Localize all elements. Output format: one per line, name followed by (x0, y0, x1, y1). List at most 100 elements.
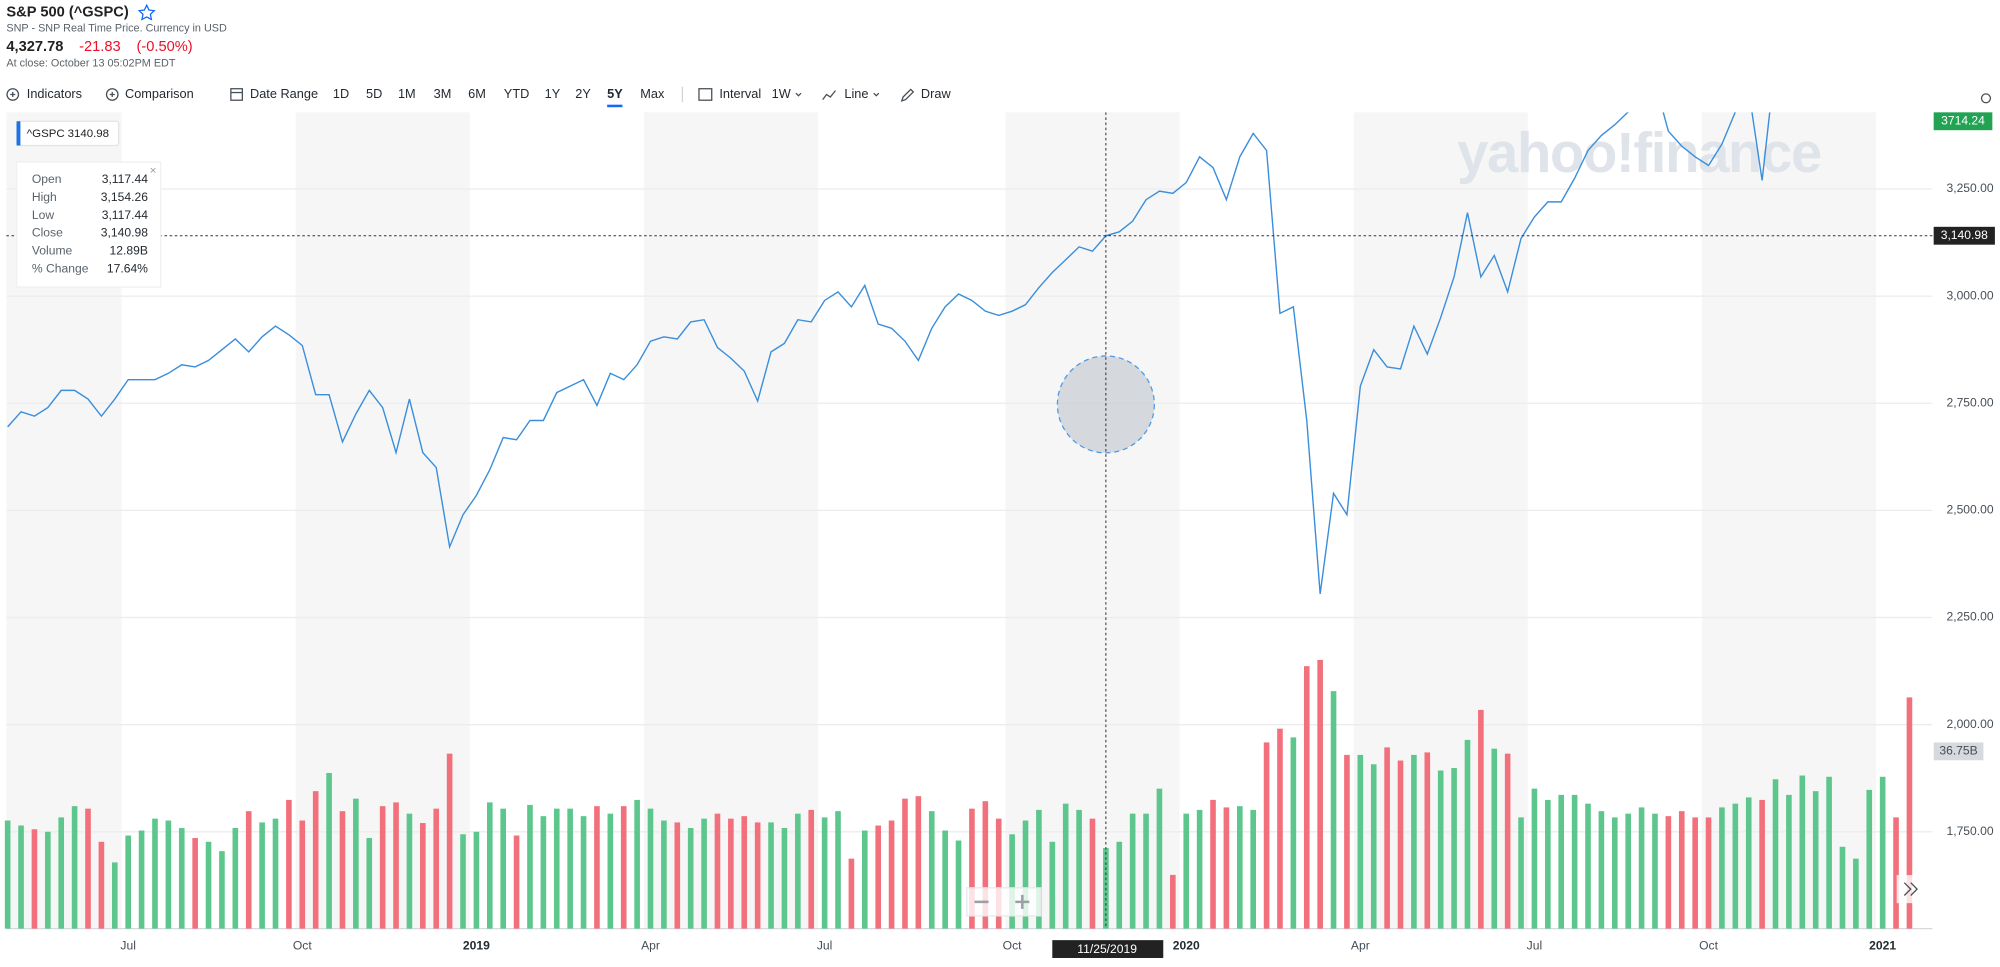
volume-bar (647, 808, 654, 929)
volume-bar (259, 822, 265, 929)
volume-bar (31, 829, 38, 929)
interval-value[interactable]: 1W (772, 86, 791, 101)
volume-bar (1665, 816, 1672, 929)
volume-bar (768, 822, 774, 929)
x-tick-label: Oct (1003, 939, 1022, 953)
volume-bar (1879, 776, 1886, 929)
range-button[interactable]: 1D (333, 86, 349, 101)
interval-icon (698, 88, 713, 101)
range-button[interactable]: 6M (468, 86, 486, 101)
volume-bar (1009, 834, 1015, 929)
volume-bar (1129, 813, 1136, 929)
last-price-label: 3714.24 (1941, 113, 1985, 127)
range-button[interactable]: 2Y (575, 86, 591, 101)
range-active-underline (607, 104, 623, 108)
tooltip-label: Open (32, 172, 62, 186)
volume-bar (1156, 788, 1163, 929)
volume-bar (821, 817, 828, 929)
volume-bar (420, 823, 426, 929)
interval-caret (795, 92, 802, 97)
tooltip-label: Volume (32, 244, 73, 258)
line-icon (822, 90, 836, 100)
y-tick-label: 3,250.00 (1946, 181, 1993, 195)
volume-bar (835, 811, 841, 929)
volume-bar (152, 818, 158, 929)
volume-bar (687, 828, 694, 929)
volume-bar (1893, 817, 1899, 929)
range-button[interactable]: Max (640, 86, 665, 101)
volume-bar (1344, 754, 1350, 929)
volume-bar (620, 806, 627, 929)
volume-bar (1598, 811, 1605, 929)
volume-bar (98, 841, 105, 929)
volume-bar (85, 808, 91, 929)
draw-button[interactable]: Draw (921, 86, 952, 101)
tooltip-value: 12.89B (110, 244, 148, 258)
volume-bar (219, 851, 225, 929)
volume-bar (125, 835, 131, 929)
volume-bar (1545, 799, 1551, 929)
tooltip-value: 17.64% (107, 261, 148, 275)
volume-bar (1089, 818, 1096, 929)
volume-bar (1638, 807, 1645, 929)
volume-bar (1143, 813, 1149, 929)
volume-bar (808, 809, 815, 929)
volume-bar (795, 813, 801, 929)
chart-type-button[interactable]: Line (844, 86, 868, 101)
tooltip-value: 3,117.44 (102, 172, 149, 186)
y-tick-label: 2,500.00 (1946, 503, 1993, 517)
tooltip-close[interactable]: × (150, 165, 157, 177)
volume-bar (1397, 760, 1404, 929)
x-tick-label: 2021 (1869, 939, 1896, 953)
overlay: 3,140.98 11/25/2019 3714.24 36.75B (6, 112, 1995, 958)
volume-bar (272, 818, 279, 929)
settings-icon[interactable] (1980, 93, 1992, 104)
volume-bar (1866, 789, 1873, 929)
range-button[interactable]: 1M (398, 86, 416, 101)
legend-series-value: 3140.98 (68, 128, 109, 140)
date-range-button[interactable]: Date Range (250, 86, 318, 101)
volume-bar (1678, 811, 1685, 929)
range-button[interactable]: 3M (434, 86, 452, 101)
subtitle: SNP - SNP Real Time Price. Currency in U… (6, 23, 227, 35)
y-tick-label: 1,750.00 (1946, 824, 1993, 838)
range-button[interactable]: 5Y (607, 86, 623, 101)
comparison-button[interactable]: Comparison (125, 86, 194, 101)
range-button[interactable]: 5D (366, 86, 382, 101)
volume-bar (446, 753, 453, 929)
volume-bar (245, 811, 252, 929)
volume-bar (353, 798, 359, 929)
volume-bar (366, 838, 373, 929)
x-tick-label: Apr (641, 939, 660, 953)
volume-bar (286, 799, 292, 929)
title: S&P 500 (^GSPC) (6, 5, 128, 21)
volume-bar (138, 830, 145, 929)
range-button[interactable]: YTD (504, 86, 530, 101)
volume-bar (1504, 753, 1511, 929)
volume-bar (1826, 776, 1832, 929)
watchlist-star[interactable] (137, 3, 156, 21)
volume-bar (473, 831, 480, 929)
volume-bar (1451, 768, 1457, 929)
volume-bar (728, 818, 734, 929)
volume-bar (1705, 817, 1712, 929)
volume-bar (1518, 817, 1524, 929)
tooltip-rows: Open 3,117.44 High 3,154.26 Low 3,117.44 Close… (32, 172, 148, 275)
y-tick-label: 3,000.00 (1946, 288, 1993, 302)
volume-bar (661, 820, 667, 929)
volume-bar (1772, 779, 1779, 929)
volume-bar (1357, 754, 1364, 929)
range-button[interactable]: 1Y (545, 86, 561, 101)
volume-bar (58, 817, 65, 929)
volume-bar (1210, 799, 1216, 929)
volume-bar (1906, 697, 1913, 929)
volume-bar (71, 806, 78, 929)
close-note: At close: October 13 05:02PM EDT (6, 58, 176, 70)
crosshair-price-badge (1933, 226, 1995, 245)
interval-label: Interval (719, 86, 761, 101)
indicators-button[interactable]: Indicators (27, 86, 82, 101)
volume-bar (1236, 806, 1243, 929)
zoom-in[interactable] (1015, 894, 1030, 909)
volume-bar (1223, 807, 1230, 929)
